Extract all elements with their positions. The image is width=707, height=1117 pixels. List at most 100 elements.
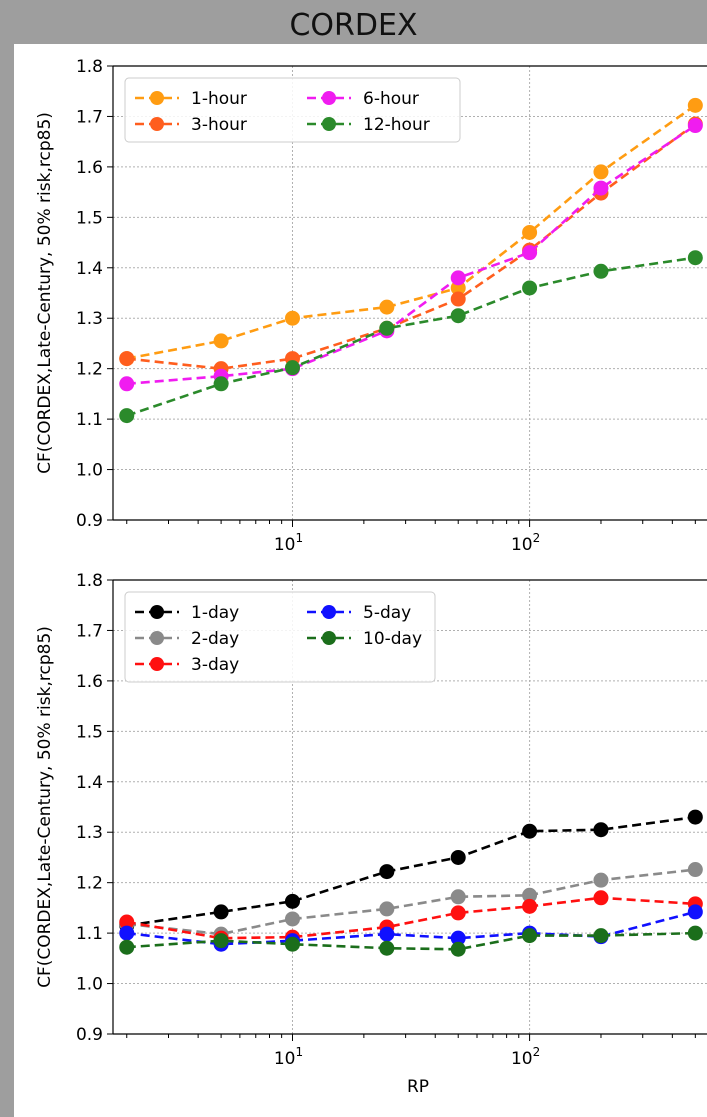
y-tick-label: 1.8 bbox=[76, 57, 103, 77]
legend-label-12-hour: 12-hour bbox=[363, 115, 430, 135]
data-point-3-day bbox=[450, 905, 466, 921]
data-point-1-day bbox=[284, 893, 300, 909]
data-point-10-day bbox=[379, 940, 395, 956]
series-line-1-day bbox=[126, 815, 696, 927]
data-point-6-hour bbox=[522, 245, 538, 261]
x-tick-base: 10 bbox=[511, 535, 533, 555]
data-point-3-day bbox=[522, 898, 538, 914]
data-point-1-day bbox=[522, 823, 538, 839]
data-point-2-day bbox=[284, 911, 300, 927]
x-tick-label: 102 bbox=[511, 531, 540, 555]
y-tick-label: 1.4 bbox=[76, 773, 103, 793]
legend-marker-6-hour bbox=[322, 91, 336, 105]
series-line-5-day bbox=[126, 910, 696, 946]
legend-label-10-day: 10-day bbox=[363, 629, 422, 649]
data-point-1-day bbox=[593, 822, 609, 838]
data-point-1-day bbox=[379, 864, 395, 880]
legend bbox=[124, 77, 461, 143]
series-line-10-day bbox=[126, 931, 696, 951]
series-line-6-hour bbox=[126, 124, 697, 386]
legend-label-5-day: 5-day bbox=[363, 603, 411, 623]
y-tick-label: 1.2 bbox=[76, 360, 103, 380]
y-tick-label: 1.4 bbox=[76, 259, 103, 279]
plot-panel: 0.9 1.0 1.1 1.2 1.3 1.4 1.5 1.6 1.7 1.8 101 102 CF(C… bbox=[14, 44, 707, 1117]
legend-label-2-day: 2-day bbox=[191, 629, 239, 649]
y-axis-label: CF(CORDEX,Late-Century, 50% risk,rcp85) bbox=[35, 626, 55, 988]
data-point-12-hour bbox=[284, 360, 300, 376]
data-point-5-day bbox=[119, 925, 135, 941]
data-point-10-day bbox=[119, 939, 135, 955]
data-point-6-hour bbox=[119, 376, 135, 392]
x-tick-label: 101 bbox=[274, 1045, 303, 1069]
x-tick-base: 10 bbox=[274, 1049, 296, 1069]
legend-label-1-day: 1-day bbox=[191, 603, 239, 623]
data-point-6-hour bbox=[593, 180, 609, 196]
data-point-3-hour bbox=[450, 291, 466, 307]
data-point-1-hour bbox=[379, 299, 395, 315]
data-point-2-day bbox=[593, 872, 609, 888]
y-tick-label: 1.6 bbox=[76, 158, 103, 178]
figure-title: CORDEX bbox=[289, 8, 418, 43]
data-point-1-hour bbox=[522, 224, 538, 240]
data-point-1-hour bbox=[593, 164, 609, 180]
data-point-3-hour bbox=[119, 351, 135, 367]
data-point-1-day bbox=[450, 849, 466, 865]
legend-label-3-day: 3-day bbox=[191, 655, 239, 675]
data-point-10-day bbox=[450, 941, 466, 957]
series-line-12-hour bbox=[126, 256, 696, 417]
legend bbox=[124, 591, 436, 683]
legend-marker-10-day bbox=[322, 631, 336, 645]
data-point-12-hour bbox=[593, 263, 609, 279]
legend-label-6-hour: 6-hour bbox=[363, 89, 419, 109]
y-tick-label: 1.1 bbox=[76, 410, 103, 430]
y-tick-label: 1.2 bbox=[76, 874, 103, 894]
data-point-5-day bbox=[687, 904, 703, 920]
legend-marker-1-hour bbox=[150, 91, 164, 105]
x-tick-exponent: 1 bbox=[295, 531, 303, 545]
legend-marker-2-day bbox=[150, 631, 164, 645]
data-point-2-day bbox=[522, 887, 538, 903]
y-tick-label: 1.3 bbox=[76, 823, 103, 843]
data-point-1-day bbox=[687, 809, 703, 825]
x-tick-base: 10 bbox=[511, 1049, 533, 1069]
x-tick-label: 102 bbox=[511, 1045, 540, 1069]
x-tick-exponent: 1 bbox=[295, 1045, 303, 1059]
y-axis-label: CF(CORDEX,Late-Century, 50% risk,rcp85) bbox=[35, 112, 55, 474]
data-point-6-hour bbox=[450, 270, 466, 286]
data-point-3-day bbox=[119, 914, 135, 930]
data-point-12-hour bbox=[450, 308, 466, 324]
y-tick-label: 1.7 bbox=[76, 107, 103, 127]
series-line-3-hour bbox=[126, 122, 697, 371]
data-point-1-hour bbox=[284, 310, 300, 326]
y-tick-label: 1.1 bbox=[76, 924, 103, 944]
x-tick-exponent: 2 bbox=[533, 531, 541, 545]
data-point-5-day bbox=[379, 926, 395, 942]
data-point-10-day bbox=[284, 936, 300, 952]
data-point-12-hour bbox=[687, 250, 703, 266]
data-point-1-day bbox=[213, 904, 229, 920]
x-tick-label: 101 bbox=[274, 531, 303, 555]
series-line-3-day bbox=[126, 896, 696, 940]
data-point-10-day bbox=[522, 928, 538, 944]
y-tick-label: 1.8 bbox=[76, 571, 103, 591]
data-point-3-day bbox=[593, 890, 609, 906]
x-axis-label: RP bbox=[407, 1077, 429, 1097]
y-tick-label: 1.3 bbox=[76, 309, 103, 329]
data-point-5-day bbox=[450, 930, 466, 946]
y-tick-label: 1.7 bbox=[76, 621, 103, 641]
data-point-12-hour bbox=[522, 280, 538, 296]
x-tick-base: 10 bbox=[274, 535, 296, 555]
y-tick-label: 0.9 bbox=[76, 511, 103, 531]
data-point-2-day bbox=[450, 889, 466, 905]
data-point-1-hour bbox=[687, 97, 703, 113]
x-tick-exponent: 2 bbox=[533, 1045, 541, 1059]
data-point-12-hour bbox=[119, 408, 135, 424]
data-point-10-day bbox=[593, 928, 609, 944]
y-tick-label: 1.5 bbox=[76, 208, 103, 228]
data-point-1-hour bbox=[213, 333, 229, 349]
data-point-12-hour bbox=[213, 376, 229, 392]
